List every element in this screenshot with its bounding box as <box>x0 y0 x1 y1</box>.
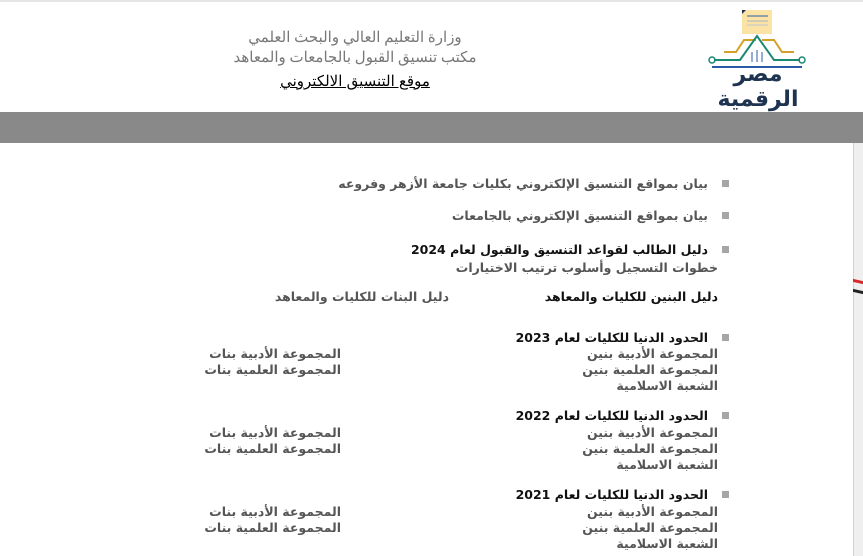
digital-egypt-logo[interactable] <box>706 8 812 104</box>
boys-lit-link[interactable]: المجموعة الأدبية بنين <box>587 346 718 361</box>
azhar-link[interactable]: بيان بمواقع التنسيق الإلكتروني بكليات جا… <box>338 176 708 191</box>
universities-link[interactable]: بيان بمواقع التنسيق الإلكتروني بالجامعات <box>451 208 708 223</box>
bullet-icon <box>722 334 729 341</box>
bullet-icon <box>722 212 729 219</box>
bullet-icon <box>722 491 729 498</box>
boys-lit-link[interactable]: المجموعة الأدبية بنين <box>587 425 718 440</box>
nav-bar <box>0 112 863 143</box>
boys-sci-link[interactable]: المجموعة العلمية بنين <box>582 520 718 535</box>
ministry-name: وزارة التعليم العالي والبحث العلمي <box>248 30 462 46</box>
guide-title: دليل الطالب لقواعد التنسيق والقبول لعام … <box>410 242 708 257</box>
girls-lit-link[interactable]: المجموعة الأدبية بنات <box>209 504 341 519</box>
guide-girls-link[interactable]: دليل البنات للكليات والمعاهد <box>274 289 449 304</box>
girls-sci-link[interactable]: المجموعة العلمية بنات <box>204 362 341 377</box>
site-link[interactable]: موقع التنسيق الالكتروني <box>280 73 430 90</box>
guide-boys-link[interactable]: دليل البنين للكليات والمعاهد <box>544 289 718 304</box>
girls-sci-link[interactable]: المجموعة العلمية بنات <box>204 520 341 535</box>
girls-lit-link[interactable]: المجموعة الأدبية بنات <box>209 425 341 440</box>
bullet-icon <box>722 412 729 419</box>
bullet-icon <box>722 180 729 187</box>
boys-sci-link[interactable]: المجموعة العلمية بنين <box>582 362 718 377</box>
year-title: الحدود الدنيا للكليات لعام 2021 <box>515 487 708 502</box>
girls-sci-link[interactable]: المجموعة العلمية بنات <box>204 441 341 456</box>
girls-lit-link[interactable]: المجموعة الأدبية بنات <box>209 346 341 361</box>
boys-lit-link[interactable]: المجموعة الأدبية بنين <box>587 504 718 519</box>
year-title: الحدود الدنيا للكليات لعام 2023 <box>515 330 708 345</box>
islamic-link[interactable]: الشعبة الاسلامية <box>616 378 718 393</box>
boys-sci-link[interactable]: المجموعة العلمية بنين <box>582 441 718 456</box>
year-title: الحدود الدنيا للكليات لعام 2022 <box>515 408 708 423</box>
header <box>0 2 863 112</box>
top-border <box>0 0 863 2</box>
bullet-icon <box>722 246 729 253</box>
logo-text: مصر الرقمية <box>717 62 800 112</box>
islamic-link[interactable]: الشعبة الاسلامية <box>616 457 718 472</box>
islamic-link[interactable]: الشعبة الاسلامية <box>616 536 718 551</box>
guide-steps-link[interactable]: خطوات التسجيل وأسلوب ترتيب الاختيارات <box>455 260 718 275</box>
right-sidebar-edge <box>853 143 863 556</box>
office-name: مكتب تنسيق القبول بالجامعات والمعاهد <box>233 50 477 66</box>
